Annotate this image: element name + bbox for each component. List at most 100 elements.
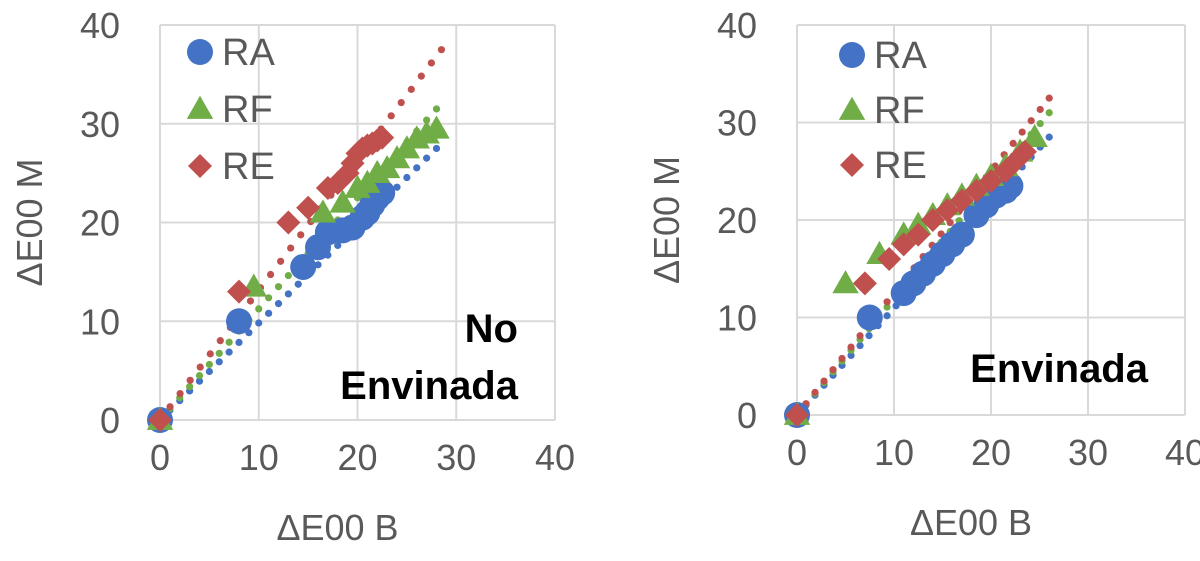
legend-marker-rf bbox=[838, 96, 866, 120]
x-tick-label: 40 bbox=[535, 437, 575, 478]
trendline-dot bbox=[820, 377, 828, 385]
trendline-dot bbox=[215, 358, 223, 366]
x-tick-label: 30 bbox=[436, 437, 476, 478]
trendline-dot bbox=[176, 389, 184, 398]
legend-marker-ra bbox=[187, 39, 213, 65]
trendline-dot bbox=[403, 173, 411, 182]
trendline-dot bbox=[274, 283, 283, 291]
trendline-dot bbox=[1009, 139, 1017, 147]
trendline-dot bbox=[407, 85, 415, 93]
data-point-re bbox=[906, 222, 931, 247]
data-point-re bbox=[920, 208, 945, 232]
trendline-dot bbox=[287, 244, 295, 252]
chart-panel-envinada: 0 10 20 30 40 0 10 20 30 40 ΔE00 B ΔE00 M RA RF RE Envi… bbox=[600, 0, 1200, 561]
trendline-dot bbox=[1036, 105, 1044, 114]
y-tick-label: 0 bbox=[737, 395, 757, 436]
trendline-dot bbox=[186, 376, 194, 384]
trendline-dot bbox=[215, 349, 223, 357]
trendline-dot bbox=[277, 257, 285, 265]
trendline-dot bbox=[186, 383, 194, 391]
data-point-re bbox=[979, 169, 1003, 193]
legend-label-re: RE bbox=[222, 146, 275, 188]
data-point-re bbox=[785, 403, 809, 427]
trendline-dot bbox=[294, 280, 302, 288]
legend: RA RF RE bbox=[186, 32, 275, 188]
trendline-dot bbox=[206, 350, 214, 358]
trendline-dot bbox=[225, 348, 233, 356]
chart-annotation: Envinada bbox=[970, 347, 1149, 391]
legend-label-rf: RF bbox=[874, 90, 925, 132]
trendline-dot bbox=[246, 297, 255, 305]
annotation-line: No bbox=[465, 307, 518, 351]
annotation-line: Envinada bbox=[340, 364, 519, 408]
trendline-dot bbox=[423, 154, 431, 162]
y-tick-label: 20 bbox=[717, 200, 757, 241]
trendline-dot bbox=[297, 231, 305, 239]
trendline-dot bbox=[883, 303, 891, 311]
legend: RA RF RE bbox=[838, 35, 927, 187]
series-re bbox=[148, 125, 395, 432]
trendline-dot bbox=[427, 59, 435, 67]
scatter-chart-envinada: 0 10 20 30 40 0 10 20 30 40 ΔE00 B ΔE00 M RA RF RE Envi… bbox=[646, 5, 1200, 543]
data-point-rf bbox=[1021, 123, 1048, 148]
trendline-dot bbox=[847, 351, 855, 360]
trendline-dot bbox=[417, 72, 425, 80]
data-point-re bbox=[852, 271, 877, 296]
trendline-dot bbox=[1045, 94, 1053, 102]
scatter-chart-no-envinada: 0 10 20 30 40 0 10 20 30 40 ΔE00 B ΔE00 M RA RF RE No En… bbox=[9, 5, 575, 548]
x-tick-label: 10 bbox=[874, 432, 914, 473]
x-axis-title: ΔE00 B bbox=[276, 507, 398, 548]
x-tick-label: 20 bbox=[971, 432, 1011, 473]
trendline-dot bbox=[334, 241, 342, 250]
data-point-rf bbox=[832, 270, 859, 294]
trendline-dot bbox=[195, 377, 204, 385]
trendline-dot bbox=[1018, 128, 1026, 136]
gridlines bbox=[159, 24, 556, 421]
legend-marker-re bbox=[188, 154, 212, 178]
y-axis-title: ΔE00 M bbox=[9, 158, 50, 286]
trendline-dot bbox=[284, 271, 292, 280]
trendline-dot bbox=[255, 305, 263, 313]
x-tick-label: 10 bbox=[239, 437, 279, 478]
chart-panel-no-envinada: 0 10 20 30 40 0 10 20 30 40 ΔE00 B ΔE00 M RA RF RE No En… bbox=[9, 5, 575, 548]
x-tick-label: 20 bbox=[337, 437, 377, 478]
legend-marker-ra bbox=[839, 42, 865, 68]
data-point-ra bbox=[948, 221, 975, 248]
trendline-dot bbox=[1045, 133, 1053, 141]
y-tick-label: 10 bbox=[717, 298, 757, 339]
trendline-dot bbox=[393, 183, 401, 191]
x-tick-label: 30 bbox=[1068, 432, 1108, 473]
trendline-dot bbox=[225, 338, 233, 346]
trendline-dot bbox=[1027, 117, 1035, 125]
data-point-rf bbox=[309, 199, 337, 223]
data-point-rf bbox=[423, 115, 450, 139]
trendline-dot bbox=[1045, 109, 1053, 117]
y-tick-label: 40 bbox=[717, 5, 757, 46]
y-tick-label: 20 bbox=[80, 203, 120, 244]
annotation-line: Envinada bbox=[970, 347, 1149, 391]
trendline-dot bbox=[847, 343, 855, 351]
trendline-dot bbox=[811, 388, 819, 396]
trendline-dot bbox=[883, 298, 891, 306]
x-tick-label: 0 bbox=[787, 432, 807, 473]
legend-label-ra: RA bbox=[222, 32, 275, 74]
y-tick-label: 30 bbox=[717, 103, 757, 144]
trendline-dot bbox=[432, 144, 441, 153]
data-point-re bbox=[227, 279, 251, 304]
trendline-dot bbox=[196, 363, 204, 371]
trendline-dot bbox=[314, 261, 322, 269]
data-point-ra bbox=[856, 304, 883, 331]
trendline-dot bbox=[205, 367, 213, 376]
trendline-dot bbox=[838, 354, 846, 363]
data-point-re bbox=[935, 198, 960, 223]
y-axis-title: ΔE00 M bbox=[646, 156, 687, 284]
trendline-dot bbox=[432, 105, 441, 113]
trendline-dot bbox=[274, 300, 283, 308]
trendline-dot bbox=[423, 116, 431, 124]
trendline-dot bbox=[255, 319, 263, 327]
y-tick-label: 0 bbox=[100, 400, 120, 441]
data-point-re bbox=[891, 232, 916, 257]
trendline-dot bbox=[284, 290, 292, 298]
y-tick-label: 40 bbox=[80, 5, 120, 46]
trendline-re bbox=[166, 46, 446, 411]
